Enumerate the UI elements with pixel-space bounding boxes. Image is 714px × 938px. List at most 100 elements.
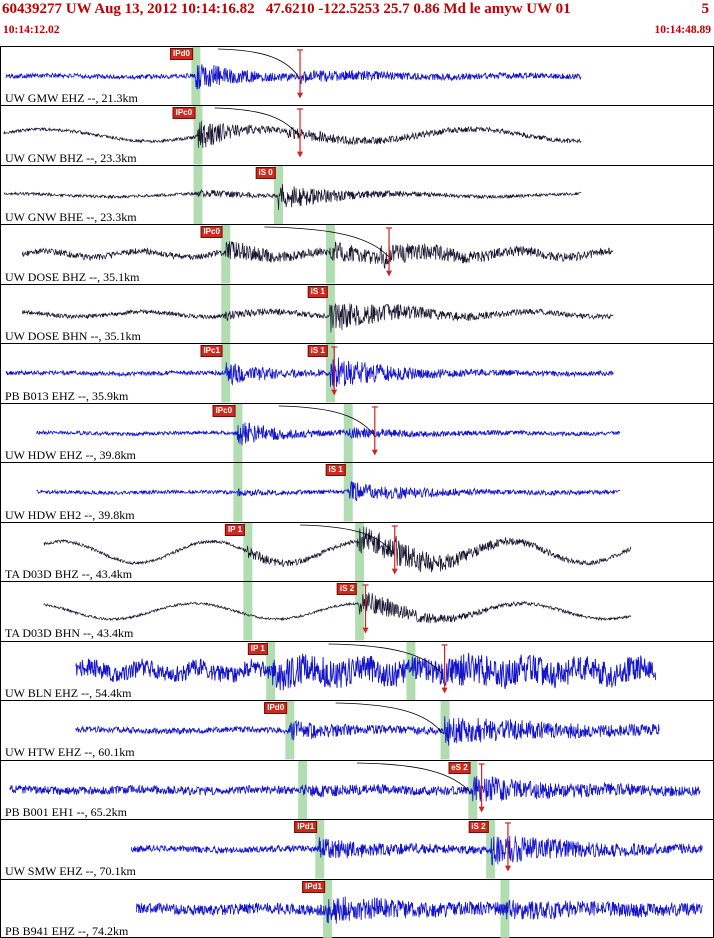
trace-canvas[interactable]	[1, 106, 713, 165]
station-label: UW SMW EHZ --, 70.1km	[5, 864, 136, 879]
trace-row[interactable]: eS 2 PB B001 EH1 --, 65.2km	[1, 759, 713, 820]
waveform-trace[interactable]	[21, 303, 614, 333]
station-label: TA D03D BHN --, 43.4km	[5, 626, 134, 641]
predicted-arrival-marker	[441, 644, 448, 694]
station-label: TA D03D BHZ --, 43.4km	[5, 566, 133, 581]
trace-plot-area[interactable]: IPd0 UW GMW EHZ --, 21.3km IPc0 UW GNW BHZ …	[0, 46, 714, 938]
trace-row[interactable]: IP 1 UW BLN EHZ --, 54.4km	[1, 640, 713, 701]
trace-row[interactable]: iS 1 UW DOSE BHN --, 35.1km	[1, 283, 713, 344]
window-start-time: 10:14:12.02	[3, 24, 60, 37]
pick-highlight-band	[325, 344, 335, 403]
pick-highlight-band	[221, 344, 231, 403]
travel-time-curve	[356, 762, 472, 793]
trace-row[interactable]: IPd1 iS 2 UW SMW EHZ --, 70.1km	[1, 819, 713, 879]
waveform-trace[interactable]	[36, 481, 621, 502]
trace-canvas[interactable]	[1, 582, 713, 641]
station-label: UW DOSE BHN --, 35.1km	[5, 329, 141, 344]
trace-canvas[interactable]	[1, 225, 713, 284]
travel-time-curve	[214, 108, 301, 139]
waveform-trace[interactable]	[135, 896, 703, 924]
predicted-arrival-marker	[504, 822, 511, 872]
predicted-arrival-marker	[331, 346, 338, 396]
pick-flag[interactable]: IPd1	[294, 821, 318, 834]
trace-row[interactable]: IPc0 UW GNW BHZ --, 23.3km	[1, 105, 713, 165]
trace-canvas[interactable]	[1, 820, 713, 879]
waveform-trace[interactable]	[130, 835, 703, 866]
event-summary-right: 5	[701, 1, 710, 17]
trace-canvas[interactable]	[1, 701, 713, 760]
pick-flag[interactable]: iS 0	[255, 166, 276, 179]
waveform-trace[interactable]	[21, 241, 614, 270]
waveform-trace[interactable]	[3, 183, 582, 211]
time-window-line: 10:14:12.02 10:14:48.89	[0, 18, 714, 36]
pick-flag[interactable]: eS 2	[448, 761, 471, 774]
waveform-trace[interactable]	[75, 652, 657, 691]
station-label: UW GMW EHZ --, 21.3km	[5, 91, 138, 106]
station-label: UW GNW BHZ --, 23.3km	[5, 150, 137, 165]
waveform-trace[interactable]	[43, 592, 632, 624]
pick-flag[interactable]: IPc0	[172, 107, 196, 120]
travel-time-curve	[335, 702, 443, 734]
window-end-time: 10:14:48.89	[654, 24, 711, 37]
waveform-trace[interactable]	[5, 357, 614, 388]
pick-flag[interactable]: IP 1	[224, 523, 246, 536]
predicted-arrival-marker	[297, 49, 304, 99]
predicted-arrival-marker	[478, 762, 485, 813]
trace-canvas[interactable]	[1, 879, 713, 938]
trace-row[interactable]: iS 0 UW GNW BHE --, 23.3km	[1, 164, 713, 225]
trace-canvas[interactable]	[1, 522, 713, 582]
waveform-trace[interactable]	[9, 775, 701, 802]
pick-flag[interactable]: IPd0	[264, 702, 288, 715]
waveform-trace[interactable]	[43, 526, 632, 572]
waveform-trace[interactable]	[3, 121, 582, 149]
trace-row[interactable]: iS 1 UW HDW EH2 --, 39.8km	[1, 462, 713, 522]
trace-row[interactable]: IPd0 UW GMW EHZ --, 21.3km	[1, 46, 713, 106]
trace-canvas[interactable]	[1, 463, 713, 522]
pick-highlight-band	[273, 165, 283, 225]
pick-flag[interactable]: IPd1	[302, 880, 325, 893]
event-summary-text: 60439277 UW Aug 13, 2012 10:14:16.82 47.…	[2, 1, 571, 17]
trace-canvas[interactable]	[1, 403, 713, 463]
pick-highlight-band	[243, 522, 253, 582]
waveform-trace[interactable]	[5, 64, 582, 90]
trace-row[interactable]: IPc0 UW HDW EHZ --, 39.8km	[1, 402, 713, 463]
waveform-trace[interactable]	[75, 716, 660, 746]
trace-row[interactable]: IPc0 UW DOSE BHZ --, 35.1km	[1, 224, 713, 284]
station-label: UW HDW EH2 --, 39.8km	[5, 507, 135, 522]
trace-row[interactable]: IPd0 UW HTW EHZ --, 60.1km	[1, 700, 713, 760]
trace-canvas[interactable]	[1, 165, 713, 225]
pick-flag[interactable]: IPc1	[200, 345, 223, 358]
pick-flag[interactable]: iS 1	[307, 285, 328, 298]
station-label: UW BLN EHZ --, 54.4km	[5, 685, 132, 700]
station-label: PB B941 EHZ --, 74.2km	[5, 923, 129, 938]
predicted-arrival-marker	[386, 227, 393, 277]
waveform-trace[interactable]	[36, 422, 621, 446]
station-label: UW GNW BHE --, 23.3km	[5, 210, 137, 225]
pick-highlight-band	[406, 641, 416, 701]
station-label: UW HTW EHZ --, 60.1km	[5, 745, 135, 760]
trace-canvas[interactable]	[1, 641, 713, 701]
trace-row[interactable]: IP 1 TA D03D BHZ --, 43.4km	[1, 521, 713, 582]
trace-row[interactable]: IPd1 PB B941 EHZ --, 74.2km	[1, 878, 713, 938]
pick-flag[interactable]: iS 1	[325, 464, 346, 477]
trace-canvas[interactable]	[1, 47, 713, 106]
trace-row[interactable]: IPc1 iS 1 PB B013 EHZ --, 35.9km	[1, 343, 713, 403]
pick-flag[interactable]: iS 2	[468, 821, 489, 834]
pick-highlight-band	[243, 582, 253, 641]
pick-flag[interactable]: IPc0	[200, 226, 223, 239]
trace-canvas[interactable]	[1, 344, 713, 403]
pick-flag[interactable]: IPc0	[212, 404, 236, 417]
pick-highlight-band	[355, 522, 365, 582]
station-label: UW DOSE BHZ --, 35.1km	[5, 269, 140, 284]
pick-highlight-band	[191, 47, 201, 106]
pick-flag[interactable]: IP 1	[247, 642, 268, 655]
pick-flag[interactable]: IPd0	[170, 48, 193, 60]
trace-canvas[interactable]	[1, 760, 713, 820]
pick-flag[interactable]: iS 2	[336, 583, 358, 596]
travel-time-curve	[328, 643, 443, 675]
trace-canvas[interactable]	[1, 284, 713, 344]
pick-flag[interactable]: iS 1	[307, 345, 328, 358]
travel-time-curve	[264, 226, 390, 258]
trace-row[interactable]: iS 2 TA D03D BHN --, 43.4km	[1, 581, 713, 641]
